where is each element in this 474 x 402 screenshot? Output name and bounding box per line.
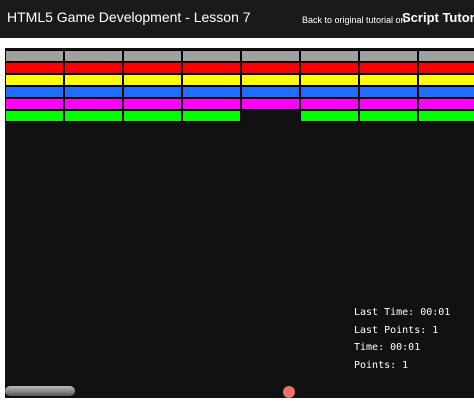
brick (418, 74, 474, 86)
brick (64, 62, 123, 74)
brick (123, 74, 182, 86)
points-stat: Points: 1 (354, 359, 409, 371)
brick (241, 86, 300, 98)
brick (64, 50, 123, 62)
brick (418, 110, 474, 122)
time-stat: Time: 00:01 (354, 342, 421, 353)
paddle[interactable] (5, 386, 75, 396)
brick (5, 74, 64, 86)
brick (300, 50, 359, 62)
brick (418, 62, 474, 74)
brick (182, 50, 241, 62)
brick (300, 62, 359, 74)
brick (359, 50, 418, 62)
brick (241, 98, 300, 110)
brick (5, 98, 64, 110)
back-to-tutorial-link[interactable]: Back to original tutorial on (302, 15, 406, 25)
brick (241, 74, 300, 86)
brick (418, 86, 474, 98)
brick (300, 110, 359, 122)
brick (418, 98, 474, 110)
brick (182, 98, 241, 110)
brick (64, 86, 123, 98)
brick (182, 62, 241, 74)
brick (5, 110, 64, 122)
brick (123, 98, 182, 110)
brick (182, 110, 241, 122)
brick (5, 50, 64, 62)
brick (64, 98, 123, 110)
brick (5, 62, 64, 74)
page-title: HTML5 Game Development - Lesson 7 (7, 9, 251, 25)
brick (123, 50, 182, 62)
brick (64, 74, 123, 86)
site-name-link[interactable]: Script Tutorials (402, 10, 474, 25)
brick (241, 62, 300, 74)
ball (283, 386, 295, 398)
brick (418, 50, 474, 62)
brick (300, 86, 359, 98)
brick (359, 86, 418, 98)
brick-grid (5, 48, 474, 398)
game-stats: Last Time: 00:01 Last Points: 1 Time: 00… (354, 307, 450, 377)
page-header: HTML5 Game Development - Lesson 7 Back t… (0, 0, 474, 38)
last-points-stat: Last Points: 1 (354, 324, 439, 336)
brick (300, 98, 359, 110)
brick (64, 110, 123, 122)
brick (123, 110, 182, 122)
brick (359, 74, 418, 86)
brick (241, 50, 300, 62)
brick (5, 86, 64, 98)
brick (359, 62, 418, 74)
brick (182, 74, 241, 86)
last-time-stat: Last Time: 00:01 (354, 307, 451, 318)
brick (123, 86, 182, 98)
brick (123, 62, 182, 74)
brick (359, 110, 418, 122)
brick (182, 86, 241, 98)
brick (359, 98, 418, 110)
game-canvas[interactable]: Last Time: 00:01 Last Points: 1 Time: 00… (5, 48, 474, 398)
brick (300, 74, 359, 86)
